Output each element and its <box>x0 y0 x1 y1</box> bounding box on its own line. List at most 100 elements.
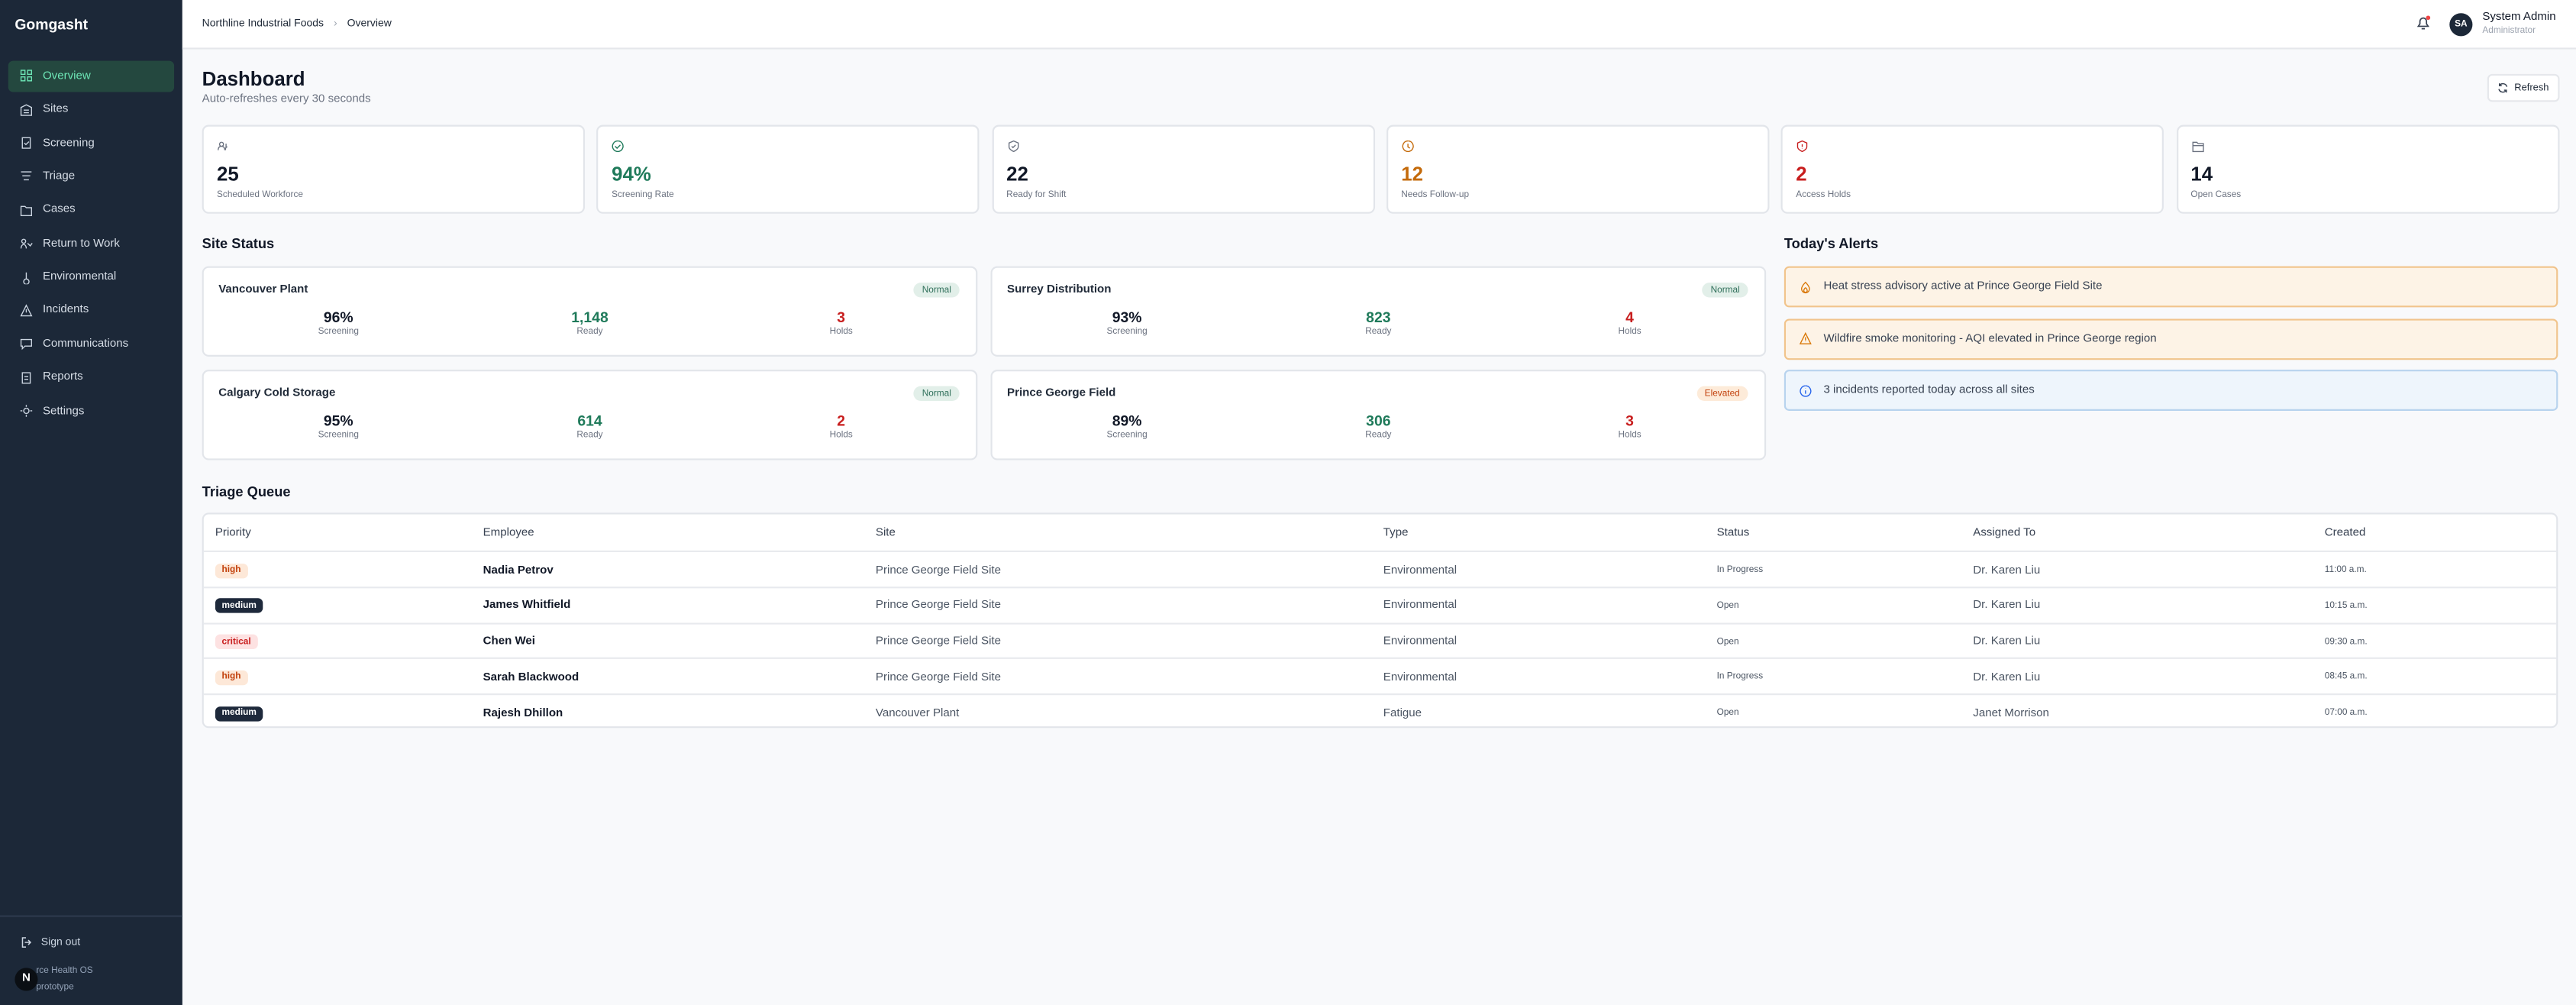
nav-item[interactable]: Settings <box>8 396 174 426</box>
column-header: Type <box>1383 526 1409 538</box>
cell: In Progress <box>1717 660 1764 696</box>
footer-line: prototype <box>36 981 74 992</box>
table-row[interactable]: high Nadia Petrov Prince George Field Site… <box>203 550 2557 588</box>
nav-item[interactable]: Communications <box>8 329 174 360</box>
cell: medium <box>215 696 263 732</box>
icon <box>1797 140 1808 153</box>
footer-line: rce Health OS <box>36 965 93 976</box>
cell: Prince George Field Site <box>876 624 1001 660</box>
cell: 10:15 a.m. <box>2325 588 2368 624</box>
nav-item[interactable]: Reports <box>8 363 174 393</box>
nav-item[interactable]: Sites <box>8 94 174 124</box>
cell: James Whitfield <box>483 588 571 624</box>
nav-item[interactable]: Triage <box>8 161 174 192</box>
nav-label: Settings <box>42 405 85 417</box>
priority-badge: high <box>215 670 248 686</box>
priority-badge: medium <box>215 706 263 721</box>
alert-text: 3 incidents reported today across all si… <box>1823 385 2035 397</box>
user-name: System Admin <box>2482 11 2556 24</box>
metric-value: 1,148 <box>571 309 608 326</box>
employee: Chen Wei <box>483 635 535 648</box>
crumb[interactable]: Northline Industrial Foods <box>202 18 324 30</box>
cell: Environmental <box>1383 552 1457 588</box>
employee: James Whitfield <box>483 600 571 612</box>
icon <box>20 205 33 216</box>
icon <box>20 239 33 249</box>
icon <box>1800 385 1812 397</box>
stat-label: Ready for Shift <box>1006 190 1067 201</box>
sign-out[interactable]: Sign out <box>21 936 80 948</box>
nav-item[interactable]: Incidents <box>8 296 174 326</box>
page-subtitle: Auto-refreshes every 30 seconds <box>202 93 371 105</box>
column-header: Assigned To <box>1973 526 2036 538</box>
nav-item[interactable]: Cases <box>8 195 174 225</box>
refresh-button[interactable]: Refresh <box>2487 73 2560 102</box>
sidebar-footer: Sign out rce Health OS prototype N <box>0 914 182 1005</box>
avatar[interactable]: N <box>15 967 38 990</box>
cell: Fatigue <box>1383 696 1422 732</box>
nav-label: Incidents <box>42 305 89 317</box>
topbar: Northline Industrial Foods › Overview SA S… <box>182 0 2576 50</box>
notifications[interactable] <box>2415 15 2432 31</box>
refresh-text: Refresh <box>2514 82 2549 93</box>
site-metric: 1,148 Ready <box>524 309 655 338</box>
nav-item[interactable]: Screening <box>8 128 174 158</box>
cell: high <box>215 552 248 588</box>
metric-value: 614 <box>577 412 602 429</box>
stat-icon <box>217 140 230 157</box>
table-row[interactable]: critical Chen Wei Prince George Field Site… <box>203 622 2557 660</box>
type: Environmental <box>1383 671 1457 683</box>
metric-value: 96% <box>323 309 353 326</box>
nav-label: Reports <box>42 371 83 383</box>
created: 11:00 a.m. <box>2324 565 2367 576</box>
stat-label: Needs Follow-up <box>1401 190 1470 201</box>
nav-item[interactable]: Environmental <box>8 262 174 292</box>
site-name: Calgary Cold Storage <box>218 387 336 399</box>
priority-badge: high <box>215 562 248 578</box>
icon <box>1799 332 1812 345</box>
table-row[interactable]: high Sarah Blackwood Prince George Field S… <box>203 658 2557 696</box>
site-card[interactable]: Calgary Cold Storage Normal 95% Screening 61… <box>202 370 978 460</box>
nav-label: Return to Work <box>42 238 120 250</box>
metric-label: Holds <box>829 327 853 338</box>
site-card[interactable]: Prince George Field Elevated 89% Screening 3… <box>990 370 1767 460</box>
metric-label: Holds <box>829 430 853 441</box>
metric-value: 95% <box>323 412 353 429</box>
site-card[interactable]: Surrey Distribution Normal 93% Screening 823… <box>990 266 1767 357</box>
nav-label: Triage <box>42 170 76 183</box>
assignee: Dr. Karen Liu <box>1973 671 2041 683</box>
site-metric: 96% Screening <box>273 309 404 338</box>
metric-label: Screening <box>1106 430 1148 441</box>
user-avatar[interactable]: SA <box>2449 13 2473 37</box>
status: In Progress <box>1716 565 1764 576</box>
icon <box>20 339 33 351</box>
nav-item[interactable]: Overview <box>8 60 175 92</box>
breadcrumb: Northline Industrial Foods › Overview <box>202 18 392 30</box>
stat-value: 94% <box>612 163 651 186</box>
brand[interactable]: Gomgasht <box>15 16 89 34</box>
metric-value: 3 <box>1625 412 1634 429</box>
alert: 3 incidents reported today across all si… <box>1784 370 2558 412</box>
nav: Overview Sites Screening Triage Cases Return … <box>8 60 175 430</box>
stat-label: Open Cases <box>2190 190 2242 201</box>
cell: Chen Wei <box>483 624 535 660</box>
metric-label: Screening <box>318 327 359 338</box>
cell: Open <box>1717 696 1739 732</box>
stat-card: 14 Open Cases <box>2176 124 2559 214</box>
crumb: Overview <box>347 18 392 30</box>
cell: Dr. Karen Liu <box>1973 588 2040 624</box>
icon <box>20 304 33 317</box>
table-row[interactable]: medium James Whitfield Prince George Field… <box>203 586 2557 624</box>
site-metric: 93% Screening <box>1061 309 1193 338</box>
nav-item[interactable]: Return to Work <box>8 228 174 259</box>
metric-value: 93% <box>1112 309 1142 326</box>
sign-out-text: Sign out <box>40 936 81 948</box>
site-card[interactable]: Vancouver Plant Normal 96% Screening 1,148 Re… <box>202 266 978 357</box>
table-row[interactable]: medium Rajesh Dhillon Vancouver Plant Fatig… <box>203 693 2557 732</box>
stat-card: 2 Access Holds <box>1780 124 2164 214</box>
cell: Vancouver Plant <box>876 696 959 732</box>
stat-card: 22 Ready for Shift <box>991 124 1375 214</box>
cell: Environmental <box>1383 624 1457 660</box>
assignee: Dr. Karen Liu <box>1973 564 2041 577</box>
